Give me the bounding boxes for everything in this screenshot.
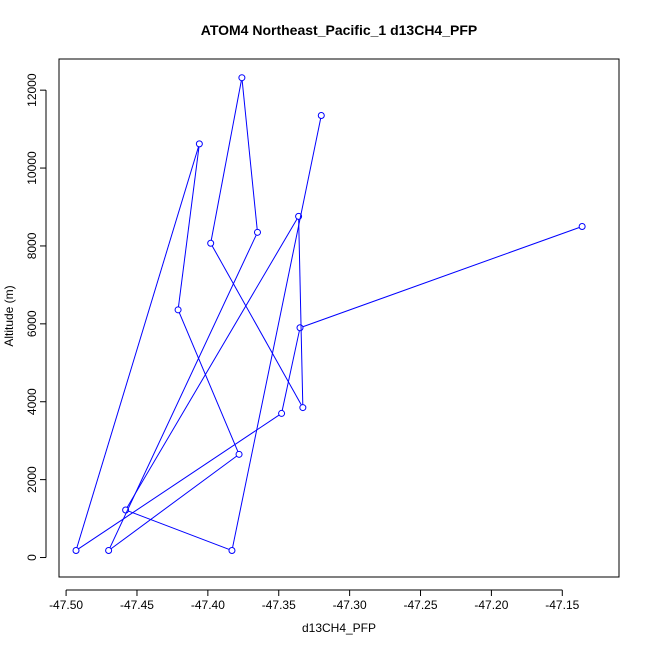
series-line-segment xyxy=(126,218,298,508)
y-axis: 0 2000 4000 6000 8000 10000 12000 xyxy=(25,73,47,561)
x-tick-label: -47.35 xyxy=(262,598,296,612)
y-tick-label: 4000 xyxy=(25,388,39,415)
series-line-segment xyxy=(241,80,258,230)
series-line-segment xyxy=(232,118,322,548)
data-point xyxy=(228,547,236,555)
series-line-segment xyxy=(211,245,302,406)
y-tick-label: 2000 xyxy=(25,466,39,493)
data-point xyxy=(174,306,182,314)
y-tick-label: 8000 xyxy=(25,232,39,259)
data-point xyxy=(296,324,304,332)
data-point xyxy=(72,547,80,555)
x-tick-label: -47.15 xyxy=(545,598,579,612)
x-axis: -47.50 -47.45 -47.40 -47.35 -47.30 -47.25 -47.… xyxy=(49,589,580,612)
y-tick-label: 0 xyxy=(25,554,39,561)
data-point xyxy=(299,404,307,412)
x-axis-label: d13CH4_PFP xyxy=(302,621,376,635)
series-line-segment xyxy=(210,80,242,241)
y-axis-label: Altitude (m) xyxy=(2,285,16,346)
x-tick-label: -47.40 xyxy=(191,598,225,612)
data-point xyxy=(105,547,113,555)
x-tick-label: -47.50 xyxy=(49,598,83,612)
data-point xyxy=(578,222,586,230)
data-point xyxy=(235,450,243,458)
data-point xyxy=(278,409,286,417)
x-tick-label: -47.30 xyxy=(333,598,367,612)
data-point xyxy=(207,239,215,247)
y-tick-label: 6000 xyxy=(25,310,39,337)
data-point xyxy=(195,140,203,148)
series-line-segment xyxy=(281,330,300,411)
plot-area-border xyxy=(58,58,620,578)
series-line-segment xyxy=(110,455,237,550)
data-point xyxy=(317,111,325,119)
series-line-segment xyxy=(76,146,199,548)
chart-title: ATOM4 Northeast_Pacific_1 d13CH4_PFP xyxy=(201,22,477,38)
data-point xyxy=(295,212,303,220)
y-tick-label: 10000 xyxy=(25,151,39,185)
series-line-segment xyxy=(178,312,239,452)
series-line-segment xyxy=(78,414,280,550)
series-line-segment xyxy=(298,219,304,405)
series-line-segment xyxy=(177,146,200,307)
x-tick-label: -47.20 xyxy=(474,598,508,612)
series-layer xyxy=(72,74,586,555)
series-line-segment xyxy=(128,510,230,550)
data-point xyxy=(122,506,130,514)
x-tick-label: -47.45 xyxy=(120,598,154,612)
series-line-segment xyxy=(302,227,580,328)
y-tick-label: 12000 xyxy=(25,73,39,107)
data-point xyxy=(238,74,246,82)
x-tick-label: -47.25 xyxy=(404,598,438,612)
data-point xyxy=(253,228,261,236)
